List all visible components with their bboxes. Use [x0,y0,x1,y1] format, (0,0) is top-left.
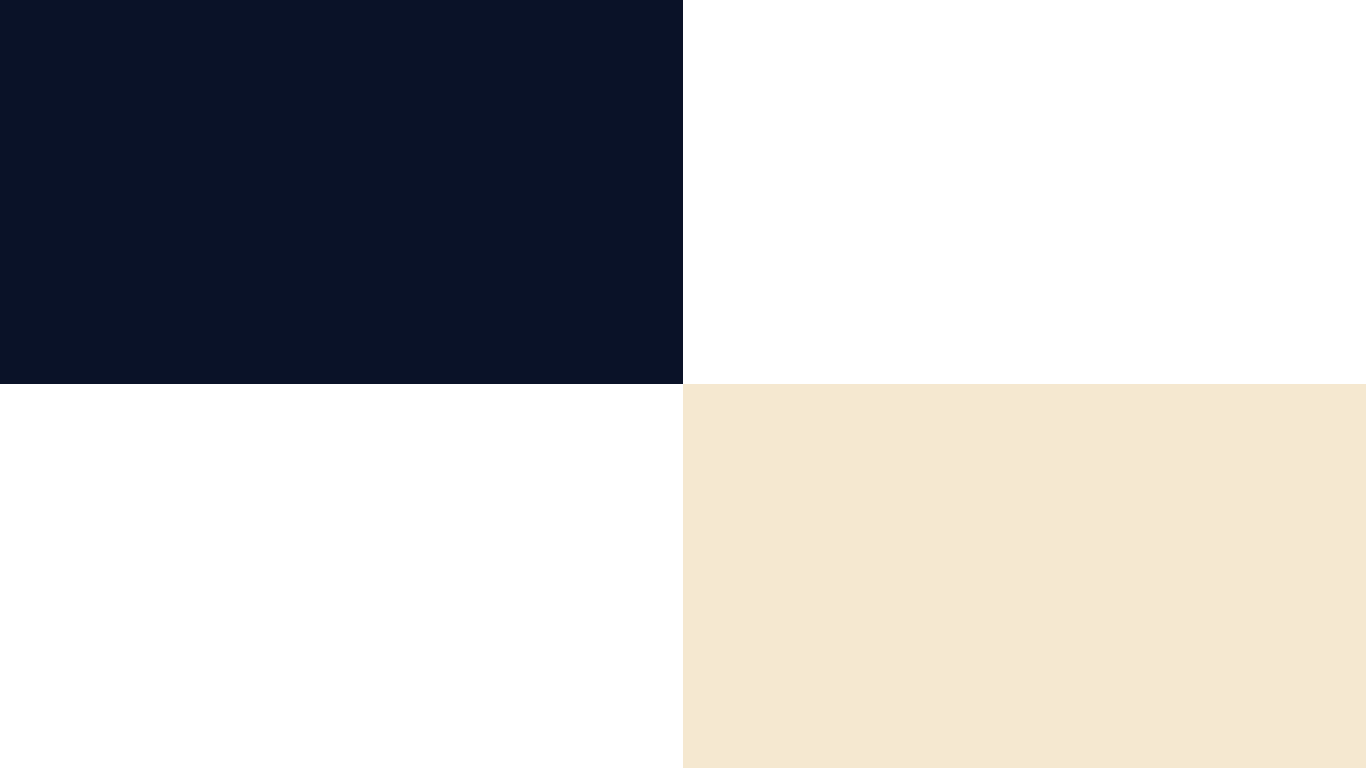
hexbin-map [683,384,1366,768]
ridgeline-chart [0,384,683,768]
night-lights-map [0,0,683,384]
calendar-heatmaps [683,0,1366,384]
